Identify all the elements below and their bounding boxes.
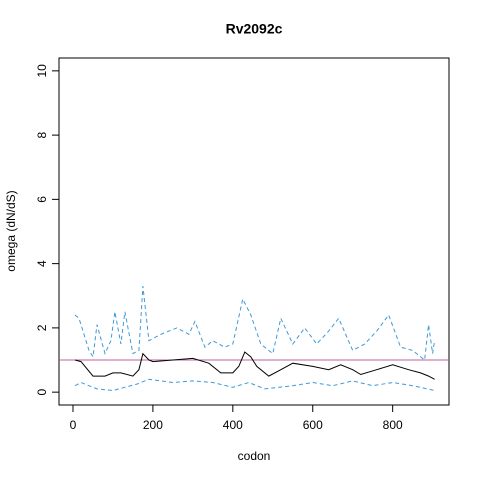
chart-title: Rv2092c xyxy=(226,21,283,37)
y-tick-label: 4 xyxy=(35,260,49,267)
y-tick-label: 0 xyxy=(35,388,49,395)
x-tick-label: 0 xyxy=(70,418,77,432)
data-line xyxy=(74,286,436,361)
y-tick-label: 10 xyxy=(35,64,49,78)
plot-box xyxy=(58,57,450,406)
x-axis-label: codon xyxy=(238,449,271,463)
data-line xyxy=(74,351,435,380)
y-tick-label: 6 xyxy=(35,196,49,203)
x-tick-label: 600 xyxy=(303,418,323,432)
data-line xyxy=(74,378,435,392)
x-tick-label: 800 xyxy=(383,418,403,432)
x-tick-label: 400 xyxy=(223,418,243,432)
x-tick-label: 200 xyxy=(143,418,163,432)
y-tick-label: 2 xyxy=(35,324,49,331)
y-axis-label: omega (dN/dS) xyxy=(4,190,18,271)
y-tick-label: 8 xyxy=(35,131,49,138)
